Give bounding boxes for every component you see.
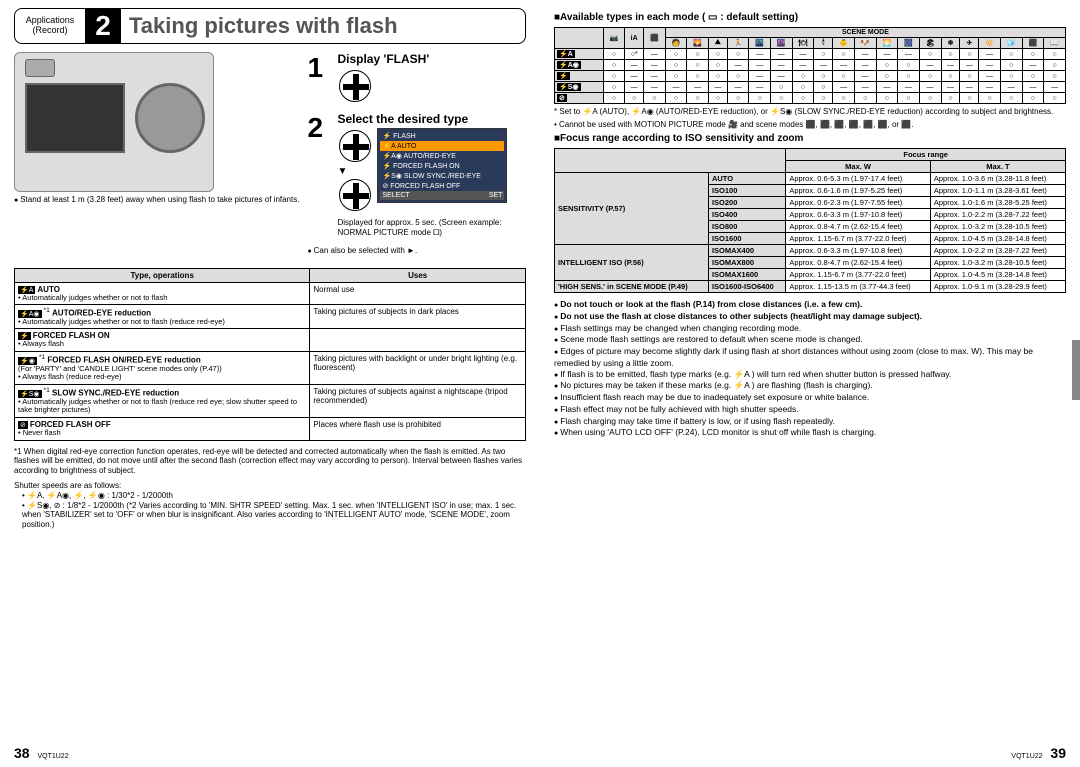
- th-focus-range: Focus range: [786, 149, 1066, 161]
- step-1: 1 Display 'FLASH': [307, 52, 526, 106]
- notes-list: Do not touch or look at the flash (P.14)…: [554, 299, 1066, 439]
- step-number: 2: [307, 112, 331, 240]
- shutter-speed-note: Shutter speeds are as follows: • ⚡A, ⚡A◉…: [14, 481, 526, 529]
- shutter-line-1: ⚡A, ⚡A◉, ⚡, ⚡◉ : 1/30*2 - 1/2000th: [27, 491, 173, 500]
- focus-range-title: Focus range according to ISO sensitivity…: [554, 133, 1066, 144]
- step-title: Select the desired type: [337, 112, 526, 126]
- menu-caption: Displayed for approx. 5 sec. (Screen exa…: [337, 218, 526, 237]
- step-2: 2 Select the desired type ▼ ⚡ FLASH ⚡A A…: [307, 112, 526, 240]
- flash-types-table: Type, operationsUses ⚡AAUTO• Automatical…: [14, 268, 526, 441]
- page-number-left: 38 VQT1U22: [14, 745, 73, 761]
- available-types-title: Available types in each mode ( ▭ : defau…: [554, 12, 1066, 23]
- th-type: Type, operations: [15, 268, 310, 282]
- subsection-name: (Record): [15, 26, 85, 36]
- section-label: Applications (Record): [15, 16, 85, 36]
- side-tab: [1072, 340, 1080, 400]
- step-title: Display 'FLASH': [337, 52, 526, 66]
- th-maxt: Max. T: [930, 161, 1065, 173]
- page-header: Applications (Record) 2 Taking pictures …: [14, 8, 526, 44]
- redeye-footnote: *1 When digital red-eye correction funct…: [14, 447, 526, 476]
- chapter-number: 2: [85, 8, 121, 44]
- step-number: 1: [307, 52, 331, 106]
- available-types-table: 📷iA⬛SCENE MODE🧑🌄⛰🏃🌃🌆🍽🕯👶🐶🌅🎆🏖❄✈🔆🧊⬛📖 ⚡A○○*—…: [554, 27, 1066, 104]
- camera-distance-note: Stand at least 1 m (3.28 feet) away when…: [14, 195, 299, 205]
- focus-range-table: Focus range Max. WMax. T SENSITIVITY (P.…: [554, 148, 1066, 293]
- page-title: Taking pictures with flash: [121, 13, 398, 39]
- shutter-line-2: ⚡S◉, ⊘ : 1/8*2 - 1/2000th (*2 Varies acc…: [22, 501, 516, 529]
- dpad-icon: [339, 130, 371, 162]
- page-number-right: VQT1U22 39: [1007, 745, 1066, 761]
- also-select-note: Can also be selected with ►.: [307, 246, 526, 256]
- th-uses: Uses: [310, 268, 526, 282]
- dpad-icon: [339, 70, 371, 102]
- t2-note-1: * Set to ⚡A (AUTO), ⚡A◉ (AUTO/RED-EYE re…: [554, 107, 1066, 117]
- th-maxw: Max. W: [786, 161, 931, 173]
- camera-illustration: [14, 52, 214, 192]
- flash-menu-screen: ⚡ FLASH ⚡A AUTO ⚡A◉ AUTO/RED-EYE ⚡ FORCE…: [377, 128, 507, 203]
- dpad-icon: [339, 179, 371, 211]
- t2-note-2: • Cannot be used with MOTION PICTURE mod…: [554, 120, 1066, 130]
